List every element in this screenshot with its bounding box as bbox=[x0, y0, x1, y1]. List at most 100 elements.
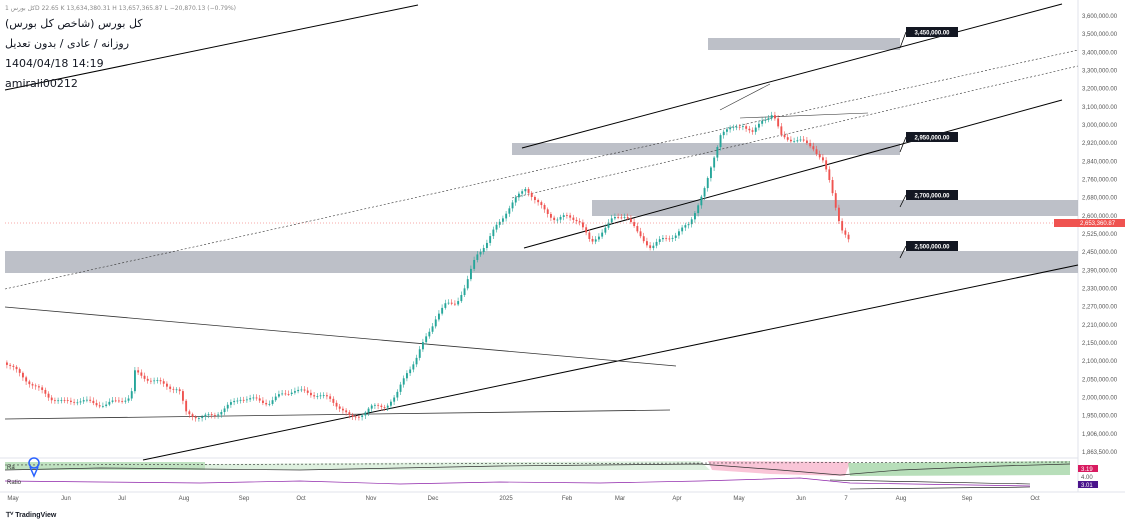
candle-body bbox=[438, 313, 440, 320]
candle-body bbox=[268, 403, 271, 405]
time-axis-label: Aug bbox=[896, 496, 907, 502]
indicator-dashed-line bbox=[4, 461, 1071, 466]
indicator-row1-label: Ra bbox=[7, 465, 15, 471]
last-price-tag[interactable] bbox=[1078, 219, 1125, 227]
time-axis-label: Feb bbox=[562, 496, 573, 502]
candle-body bbox=[591, 238, 594, 242]
level-callout-2500000[interactable]: 2,500,000.00 bbox=[899, 241, 958, 259]
candle-body bbox=[444, 303, 447, 308]
candle-body bbox=[537, 200, 540, 203]
dashed-trendline-2[interactable] bbox=[511, 65, 1079, 199]
time-axis-label: Aug bbox=[179, 496, 190, 502]
candle-body bbox=[31, 384, 34, 386]
candle-body bbox=[230, 402, 232, 405]
candle-body bbox=[649, 245, 652, 249]
thin-neck-line[interactable] bbox=[739, 112, 869, 119]
candle-body bbox=[44, 389, 47, 394]
candle-body bbox=[182, 391, 184, 401]
chart-date: 1404/04/18 14:19 bbox=[5, 57, 104, 70]
candle-body bbox=[66, 400, 69, 401]
level-callout-3450000[interactable]: 3,450,000.00 bbox=[899, 27, 958, 49]
time-axis[interactable]: May Jun Jul Aug Sep Oct Nov Dec 2025 Feb Mar Apr May… bbox=[7, 496, 1040, 502]
candle-body bbox=[575, 219, 578, 222]
channel-top-line[interactable] bbox=[521, 3, 1063, 149]
candle-body bbox=[322, 395, 325, 397]
time-axis-label: Mar bbox=[615, 496, 625, 502]
descending-line[interactable] bbox=[4, 306, 677, 367]
candle-body bbox=[780, 126, 783, 135]
candle-body bbox=[761, 120, 764, 124]
candle-body bbox=[265, 402, 268, 405]
indicator-value-2: 4.00 bbox=[1081, 475, 1093, 481]
candle-body bbox=[841, 221, 844, 231]
candle-body bbox=[572, 217, 575, 220]
candle-body bbox=[124, 400, 127, 402]
time-axis-label: May bbox=[7, 496, 18, 502]
candle-body bbox=[102, 405, 104, 407]
candle-body bbox=[745, 126, 748, 129]
indicator-pane[interactable]: Ra Ratio 3.19 4.00 3.01 bbox=[4, 457, 1098, 490]
time-axis-label: Sep bbox=[239, 496, 250, 502]
chart-author: amirali00212 bbox=[5, 77, 78, 90]
tradingview-logo: ꓔⱽ TradingView bbox=[6, 511, 56, 519]
price-axis-label: 2,270,000.00 bbox=[1082, 305, 1118, 311]
level-callout-2950000[interactable]: 2,950,000.00 bbox=[899, 132, 958, 153]
price-axis[interactable]: 3,600,000.00 3,500,000.00 3,400,000.00 3,30… bbox=[1082, 14, 1118, 456]
candle-body bbox=[284, 393, 287, 395]
candle-body bbox=[118, 400, 120, 402]
base-line[interactable] bbox=[4, 409, 671, 420]
time-axis-label: Jun bbox=[61, 496, 71, 502]
candle-body bbox=[697, 205, 700, 214]
candle-body bbox=[466, 279, 469, 289]
indicator-drop-icon[interactable] bbox=[28, 457, 40, 478]
candle-body bbox=[722, 131, 725, 136]
price-axis-label: 1,863,500.00 bbox=[1082, 450, 1118, 456]
candle-body bbox=[802, 139, 805, 141]
zone-2700000[interactable] bbox=[592, 200, 1078, 216]
candle-body bbox=[290, 392, 293, 395]
time-axis-label: Dec bbox=[428, 496, 439, 502]
thin-peak-line[interactable] bbox=[719, 83, 771, 111]
candle-body bbox=[713, 157, 716, 168]
time-axis-label: Sep bbox=[962, 496, 973, 502]
candle-body bbox=[479, 251, 482, 255]
candle-body bbox=[809, 143, 812, 147]
candle-body bbox=[754, 127, 757, 132]
price-axis-label: 2,150,000.00 bbox=[1082, 341, 1118, 347]
candle-body bbox=[700, 196, 703, 206]
ohlc-line: كل بورس 1D 22.65 K 13,634,380.31 H 13,65… bbox=[5, 5, 237, 12]
candle-body bbox=[818, 153, 821, 158]
zone-2500000[interactable] bbox=[5, 251, 1078, 273]
candle-body bbox=[489, 236, 492, 243]
candle-body bbox=[822, 157, 824, 161]
candle-body bbox=[294, 391, 296, 393]
candle-body bbox=[367, 408, 370, 413]
candle-body bbox=[486, 242, 488, 248]
candle-body bbox=[710, 167, 712, 179]
candle-body bbox=[793, 141, 796, 143]
tradingview-logo-text: TradingView bbox=[15, 512, 57, 519]
candle-body bbox=[786, 137, 789, 140]
candle-body bbox=[463, 288, 466, 296]
candle-body bbox=[530, 192, 533, 197]
candlestick-series[interactable] bbox=[6, 111, 850, 422]
channel-bottom-line[interactable] bbox=[523, 99, 1063, 249]
zone-3450000[interactable] bbox=[708, 38, 900, 50]
candle-body bbox=[748, 128, 751, 131]
candle-body bbox=[758, 123, 760, 128]
level-callout-2700000[interactable]: 2,700,000.00 bbox=[899, 190, 958, 208]
candle-body bbox=[108, 401, 111, 405]
indicator-value-tag-3 bbox=[1078, 481, 1098, 488]
price-axis-label: 1,950,000.00 bbox=[1082, 414, 1118, 420]
chart-subtitle: روزانه / عادى / بدون تعديل bbox=[5, 37, 130, 50]
time-axis-label: Oct bbox=[1030, 496, 1040, 502]
zone-2950000[interactable] bbox=[512, 143, 900, 155]
candle-body bbox=[447, 302, 450, 304]
trendline-upper-left[interactable] bbox=[4, 4, 419, 91]
long-support-line[interactable] bbox=[142, 264, 1079, 461]
candle-body bbox=[777, 118, 780, 127]
dashed-trendline-1[interactable] bbox=[4, 49, 1079, 290]
candle-body bbox=[716, 147, 719, 158]
candle-body bbox=[79, 401, 82, 403]
